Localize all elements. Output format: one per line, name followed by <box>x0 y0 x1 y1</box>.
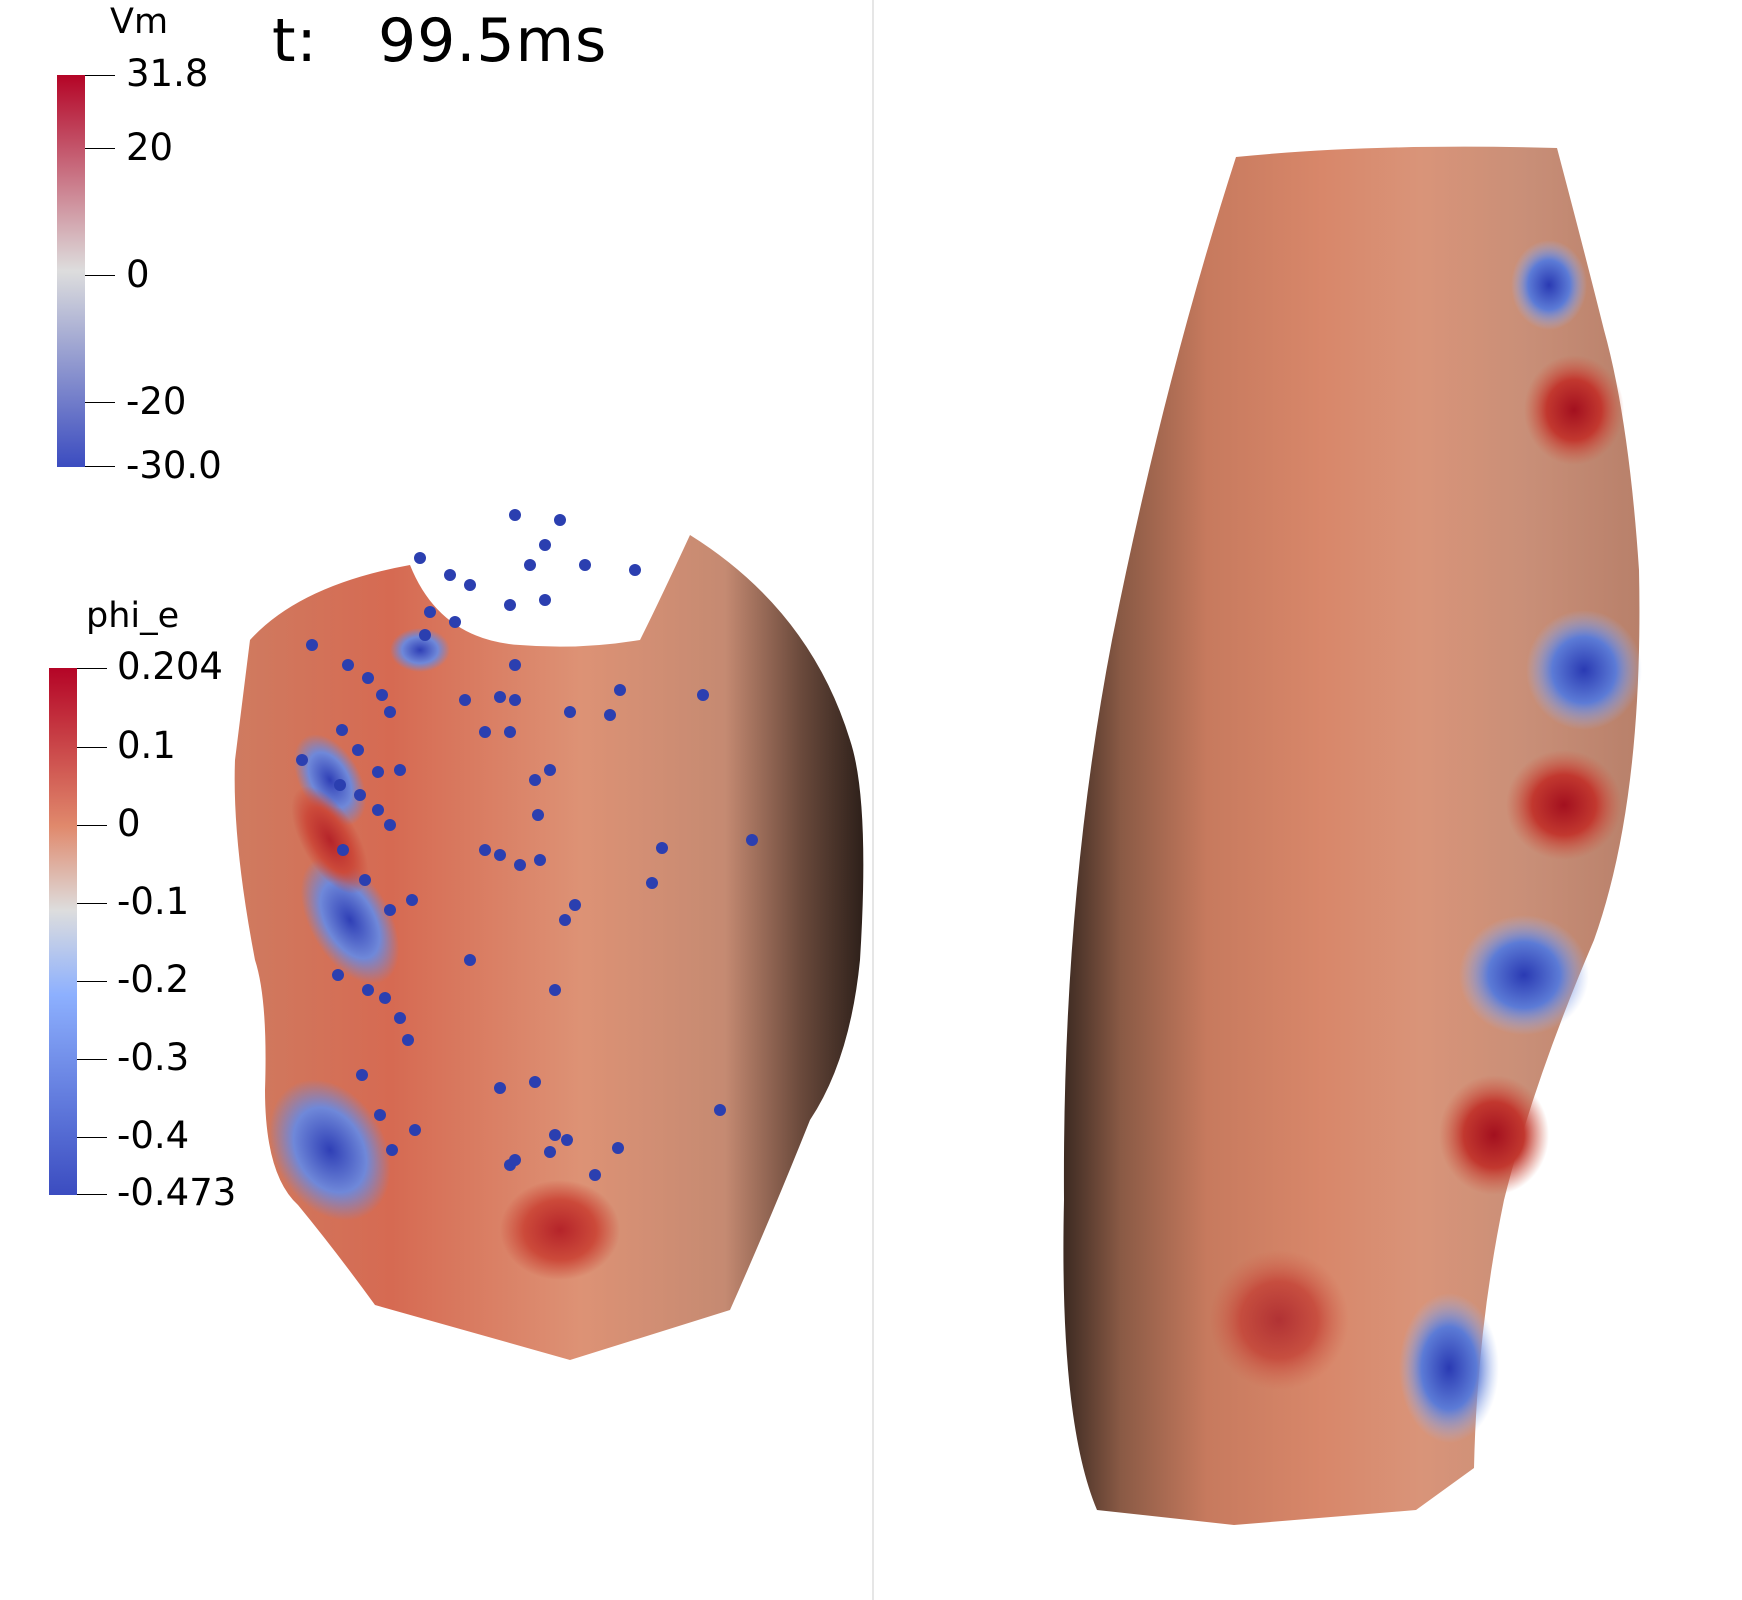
excitation-region <box>1209 1250 1349 1390</box>
depolarization-region <box>1399 1293 1499 1443</box>
phi-e-tick <box>77 747 107 748</box>
phi-e-max-label: 0.204 <box>117 645 223 688</box>
phi-e-tick-label: -0.3 <box>117 1036 190 1079</box>
depolarization-region <box>1459 915 1589 1035</box>
vm-max-label: 31.8 <box>126 52 209 95</box>
vm-tick-label: 20 <box>126 126 174 169</box>
right-3d-surface <box>1063 146 1642 1525</box>
vm-min-label: -30.0 <box>126 444 222 487</box>
phi-e-tick <box>77 825 107 826</box>
phi-e-tick-label: 0.1 <box>117 724 176 767</box>
excitation-region <box>1506 750 1622 860</box>
vm-tick <box>85 402 115 403</box>
phi-e-tick <box>77 1137 107 1138</box>
depolarization-region <box>1526 610 1642 730</box>
viewport-divider[interactable] <box>872 0 874 1600</box>
phi-e-tick-label: -0.2 <box>117 958 190 1001</box>
depolarization-region <box>390 628 450 672</box>
time-value: 99.5ms <box>377 6 608 76</box>
excitation-region <box>1439 1075 1549 1195</box>
excitation-region <box>500 1180 620 1280</box>
phi-e-colorbar <box>49 668 77 1195</box>
vm-tick-label: -20 <box>126 380 187 423</box>
phi-e-tick-label: 0 <box>117 802 141 845</box>
vm-tick-max <box>85 75 115 76</box>
vm-legend-title: Vm <box>110 2 169 42</box>
vm-tick <box>85 275 115 276</box>
depolarization-region <box>1511 240 1587 330</box>
phi-e-tick-label: -0.1 <box>117 880 190 923</box>
vm-tick-min <box>85 466 115 467</box>
excitation-region <box>1524 355 1624 465</box>
phi-e-legend-title: phi_e <box>86 596 180 636</box>
depolarization-region <box>269 1079 391 1221</box>
phi-e-tick <box>77 981 107 982</box>
phi-e-min-label: -0.473 <box>117 1171 237 1214</box>
electrode-markers <box>296 509 758 1181</box>
phi-e-tick <box>77 903 107 904</box>
excitation-region <box>291 786 369 894</box>
vm-tick-label: 0 <box>126 253 150 296</box>
vm-tick <box>85 148 115 149</box>
left-3d-surface <box>57 75 864 1360</box>
phi-e-tick <box>77 1059 107 1060</box>
vm-colorbar <box>57 75 85 467</box>
depolarization-region <box>300 856 400 984</box>
left-render-viewport[interactable]: t: 99.5ms Vm 31.8 20 0 -20 -30.0 phi_e 0… <box>0 0 872 1600</box>
phi-e-tick-min <box>77 1194 107 1195</box>
phi-e-tick-max <box>77 668 107 669</box>
phi-e-tick-label: -0.4 <box>117 1114 190 1157</box>
time-label: t: <box>272 6 318 76</box>
right-render-viewport[interactable] <box>874 0 1742 1600</box>
time-readout: t: 99.5ms <box>272 6 607 76</box>
